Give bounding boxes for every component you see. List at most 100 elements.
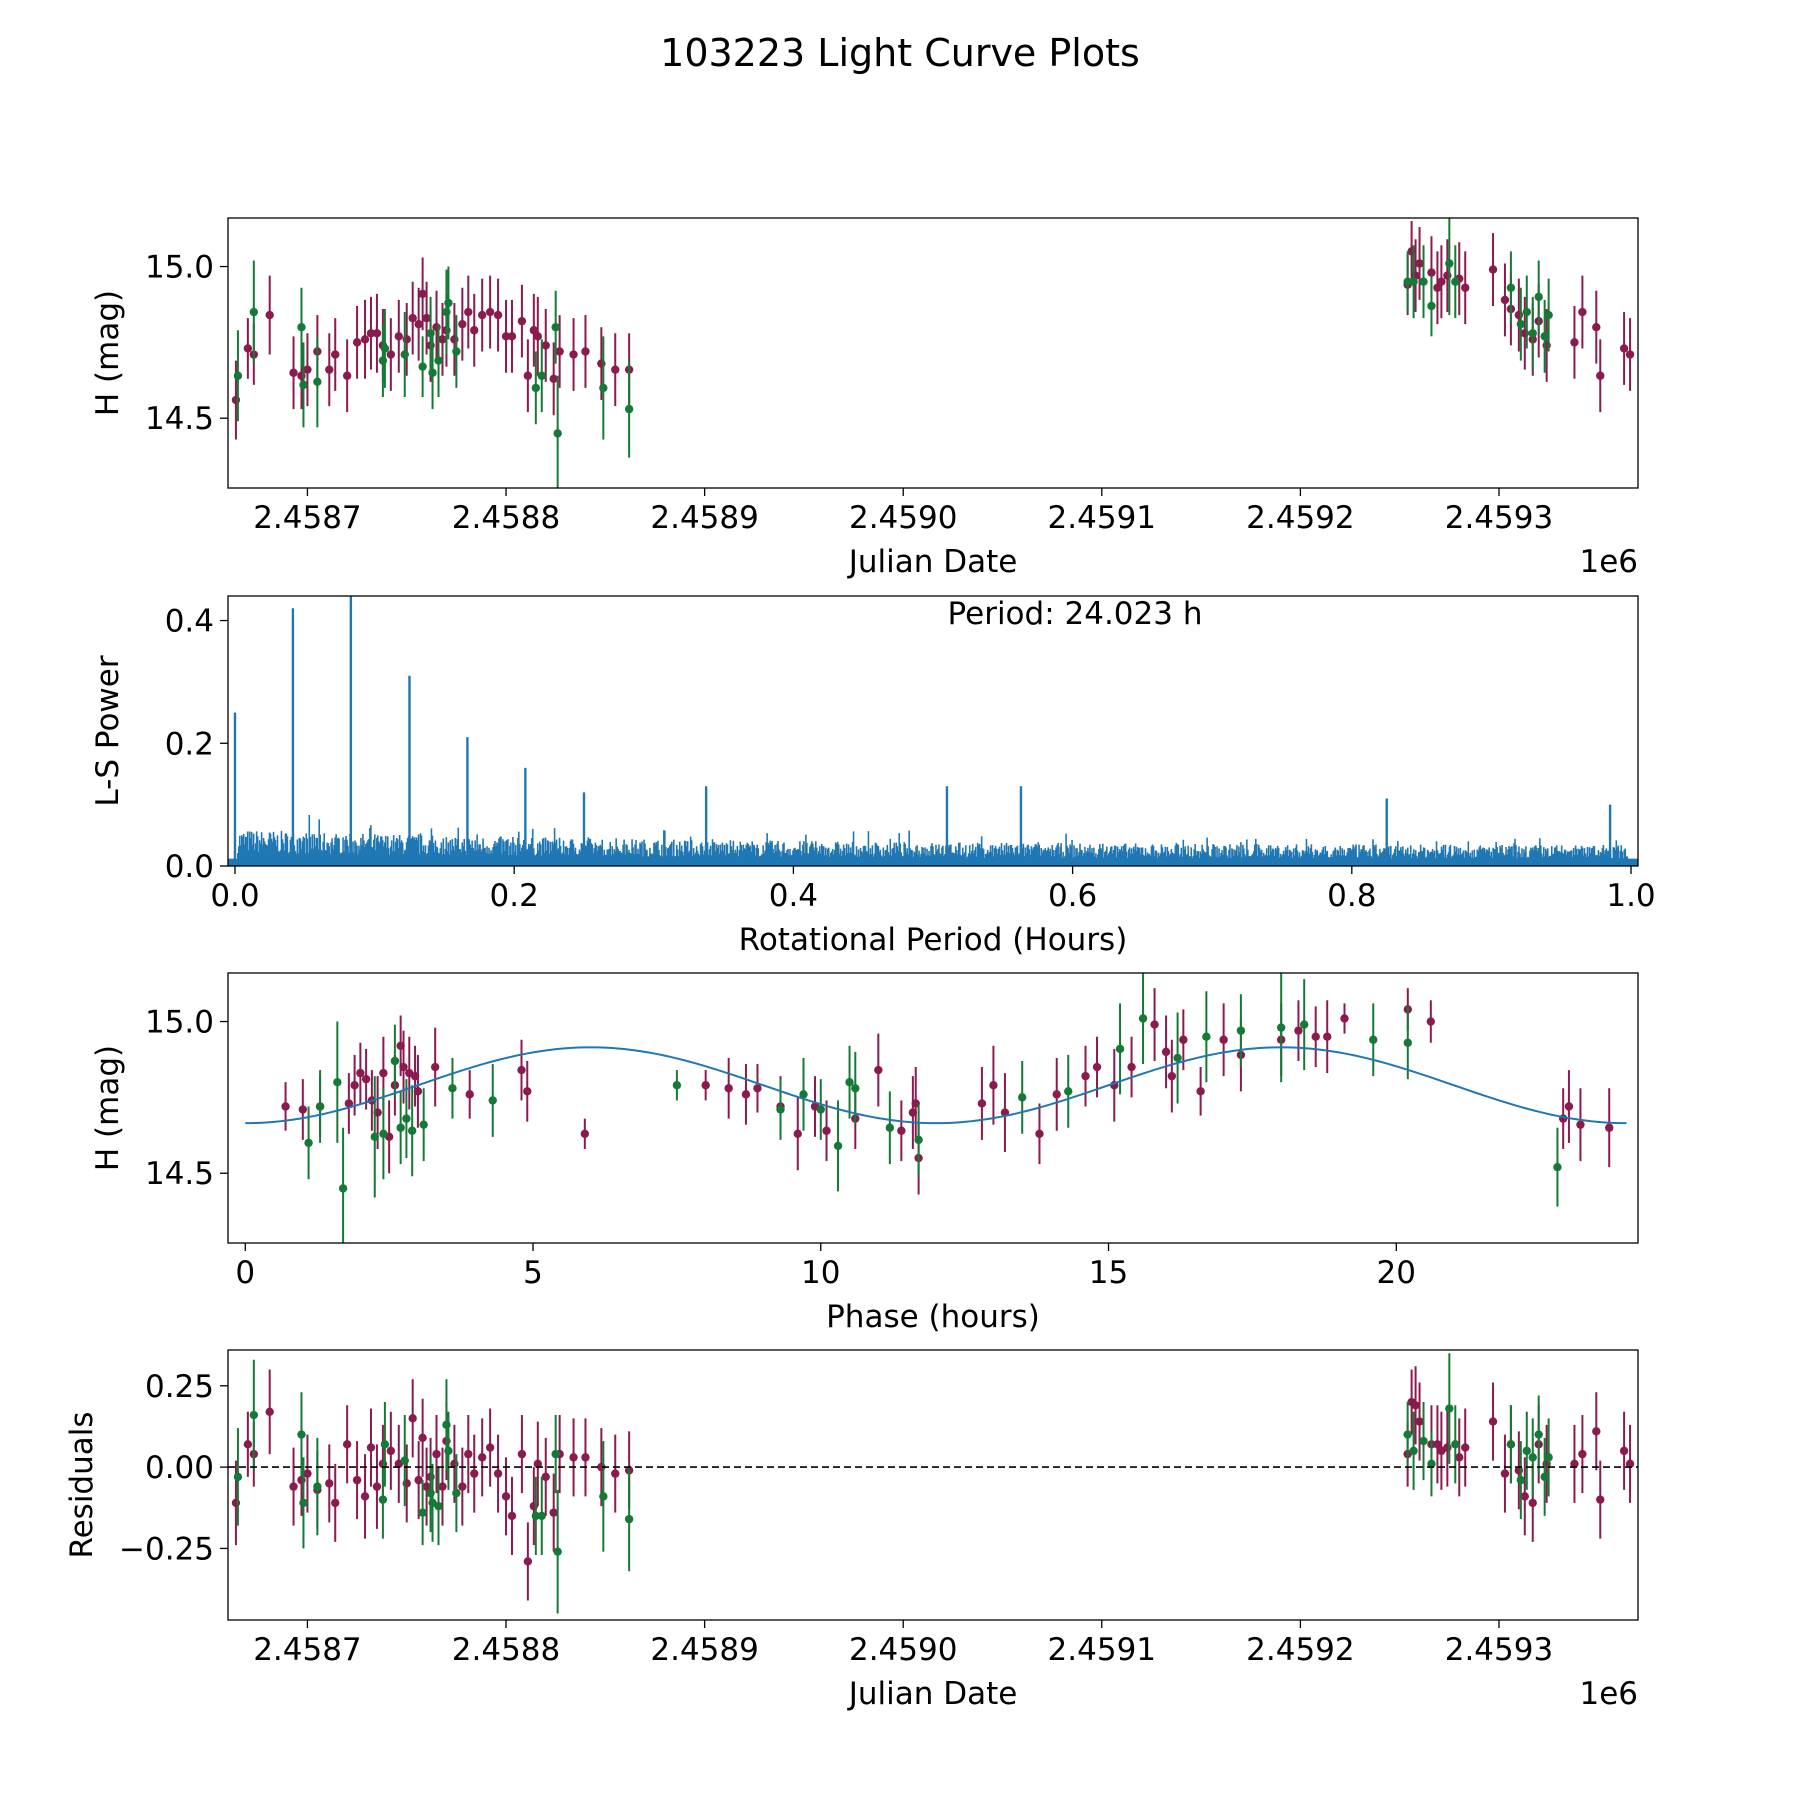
periodogram-baseline [228,858,1638,866]
data-point-filter-b [1522,307,1531,317]
data-point-filter-a [874,1065,883,1075]
data-point-filter-b [452,347,461,356]
data-point-filter-a [533,332,543,341]
data-point-filter-a [331,1498,340,1508]
x-tick-label: 2.4590 [849,500,957,536]
x-tick-label: 0 [235,1255,255,1291]
data-point-filter-a [485,1443,495,1452]
data-point-filter-b [1427,301,1436,311]
data-point-filter-a [1605,1123,1614,1132]
data-point-filter-a [1488,265,1498,274]
y-tick-label: 0.0 [165,849,214,885]
x-tick-label: 0.8 [1327,878,1376,914]
data-point-filter-a [1167,1071,1177,1081]
data-point-filter-b [553,1547,562,1556]
data-point-filter-b [1544,310,1553,320]
raw-light-curve-panel: 2.4587 2.4588 2.4589 2.4590 2.4591 2.4592 2.45… [90,217,1639,580]
data-point-filter-b [313,1482,322,1491]
data-point-filter-a [977,1099,987,1108]
data-point-filter-a [517,1065,526,1075]
data-point-filter-b [1419,1436,1428,1446]
data-point-filter-a [352,1475,362,1485]
data-point-filter-a [289,368,298,377]
data-point-filter-a [399,1062,408,1072]
data-point-filter-a [493,310,503,320]
x-tick-label: 2.4587 [253,500,361,536]
data-point-filter-b [1451,277,1460,286]
data-point-filter-b [338,1184,348,1193]
data-point-filter-a [507,1511,517,1521]
data-point-filter-a [1488,1417,1498,1426]
data-point-filter-a [533,1459,543,1469]
data-point-filter-a [1576,1120,1585,1129]
data-point-filter-a [753,1084,762,1093]
data-point-filter-b [1534,1430,1543,1439]
data-point-filter-b [799,1090,808,1099]
data-point-filter-b [1553,1162,1562,1172]
data-point-filter-a [413,1087,423,1096]
data-point-filter-b [599,383,608,393]
data-point-filter-a [303,365,312,374]
x-axis-label: Julian Date [847,1676,1018,1712]
data-point-filter-b [233,1472,243,1482]
data-point-filter-a [1127,1062,1136,1072]
data-point-filter-a [529,326,539,335]
data-point-filter-a [1564,1102,1574,1111]
data-point-filter-a [325,1479,334,1488]
data-point-filter-b [1506,283,1516,292]
y-tick-label: −0.25 [119,1531,214,1567]
data-point-filter-a [541,1472,550,1482]
data-point-filter-b [434,356,443,365]
data-point-filter-b [1451,1440,1460,1449]
x-tick-label: 15 [1089,1255,1128,1291]
data-point-filter-b [1544,1453,1553,1462]
data-point-filter-a [331,350,340,359]
data-point-filter-a [1592,323,1601,332]
axes-frame [227,217,1639,489]
data-point-filter-a [501,1492,511,1501]
data-point-filter-a [581,1453,590,1462]
data-point-filter-a [414,319,423,329]
data-point-filter-b [452,1488,461,1498]
data-point-filter-a [1455,1453,1464,1462]
data-point-filter-a [523,371,533,380]
data-point-filter-b [1540,332,1549,341]
data-point-filter-b [380,344,390,353]
data-point-filter-a [464,307,473,317]
data-point-filter-a [356,1068,365,1078]
data-point-filter-a [438,1482,447,1491]
data-point-filter-a [418,1433,427,1443]
data-point-filter-b [1369,1035,1378,1044]
x-tick-label: 2.4591 [1048,1632,1156,1668]
data-point-filter-b [531,383,541,393]
data-point-filter-a [1592,1427,1601,1436]
data-point-filter-b [304,1138,313,1148]
data-point-filter-b [400,1456,409,1465]
data-point-filter-a [1411,1401,1420,1410]
data-point-filter-b [444,298,453,308]
data-point-filter-b [672,1081,682,1090]
data-point-filter-a [438,335,447,344]
data-point-filter-a [1426,1017,1436,1026]
data-point-filter-b [400,350,409,359]
data-point-filter-a [360,1492,370,1501]
data-point-filter-a [549,374,558,383]
y-axis-label: H (mag) [90,290,126,416]
x-axis-label: Rotational Period (Hours) [739,922,1128,958]
data-point-filter-b [776,1105,785,1114]
data-point-filter-b [914,1135,923,1145]
y-axis-label: Residuals [64,1411,100,1558]
data-point-filter-a [1179,1035,1188,1044]
data-point-filter-a [581,347,590,356]
data-point-filter-b [1528,1453,1537,1462]
data-point-filter-a [1427,268,1436,277]
data-point-filter-a [1092,1062,1102,1072]
data-point-filter-b [233,371,243,380]
data-point-filter-a [549,1508,558,1517]
x-tick-label: 0.0 [210,878,259,914]
data-point-filter-b [1516,319,1526,329]
data-point-filter-a [541,341,550,350]
data-point-filter-a [517,1449,527,1459]
data-point-filter-a [366,329,376,338]
